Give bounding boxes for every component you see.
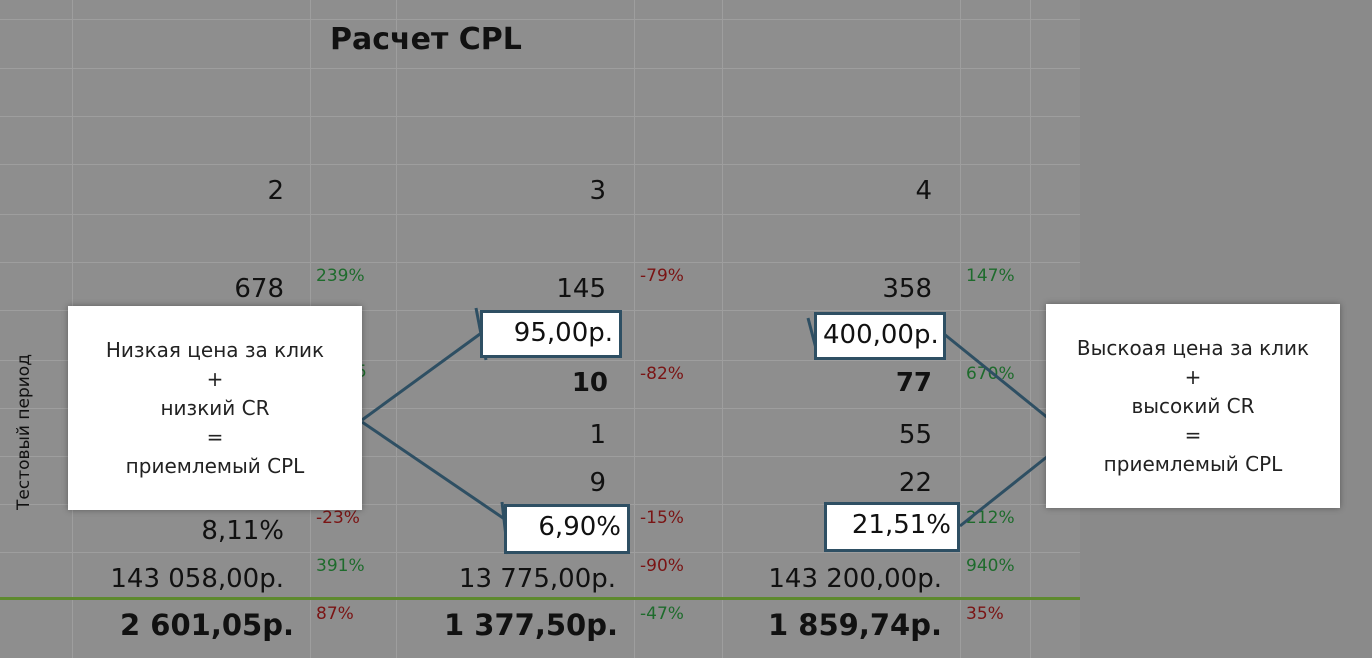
col3-clicks[interactable]: 10	[571, 368, 608, 398]
col3-cpl[interactable]: 1 377,50р.	[444, 608, 618, 642]
right-callout-line2: +	[1184, 364, 1202, 389]
col2-cpl[interactable]: 2 601,05р.	[120, 608, 294, 642]
col3-cpl-pct[interactable]: -47%	[640, 604, 684, 624]
col4-cost[interactable]: 143 200,00р.	[768, 564, 942, 594]
col2-cr-pct[interactable]: -23%	[316, 508, 360, 528]
col4-cpl-pct[interactable]: 35%	[966, 604, 1004, 624]
col3-row-a[interactable]: 1	[589, 420, 606, 450]
col4-row-b[interactable]: 22	[898, 468, 932, 498]
col3-cr-highlight[interactable]: 6,90%	[504, 504, 630, 554]
right-callout-line1: Выскоая цена за клик	[1076, 335, 1310, 360]
col3-cost-pct[interactable]: -90%	[640, 556, 684, 576]
total-divider	[0, 597, 1080, 600]
col4-row-a[interactable]: 55	[898, 420, 932, 450]
col2-cr[interactable]: 8,11%	[201, 516, 284, 546]
col4-cr-highlight[interactable]: 21,51%	[824, 502, 960, 552]
col3-impressions-pct[interactable]: -79%	[640, 266, 684, 286]
col4-clicks[interactable]: 77	[895, 368, 932, 398]
sheet-title: Расчет CPL	[330, 22, 522, 57]
col3-clicks-pct[interactable]: -82%	[640, 364, 684, 384]
left-callout-line5: приемлемый CPL	[125, 453, 305, 478]
col4-impressions-pct[interactable]: 147%	[966, 266, 1015, 286]
right-callout-line4: =	[1184, 422, 1202, 447]
col4-cpc-highlight[interactable]: 400,00р.	[814, 312, 946, 360]
left-callout-line3: низкий CR	[160, 395, 270, 420]
col4-impressions[interactable]: 358	[882, 274, 932, 304]
col3-cpc-highlight[interactable]: 95,00р.	[480, 310, 622, 358]
right-callout-line5: приемлемый CPL	[1103, 451, 1283, 476]
col2-cpl-pct[interactable]: 87%	[316, 604, 354, 624]
col2-cost[interactable]: 143 058,00р.	[110, 564, 284, 594]
col4-number[interactable]: 4	[915, 176, 932, 206]
col2-impressions-pct[interactable]: 239%	[316, 266, 365, 286]
col3-cost[interactable]: 13 775,00р.	[458, 564, 616, 594]
left-callout-line4: =	[206, 424, 224, 449]
col3-number[interactable]: 3	[589, 176, 606, 206]
col3-impressions[interactable]: 145	[556, 274, 606, 304]
col4-clicks-pct[interactable]: 670%	[966, 364, 1015, 384]
col3-row-b[interactable]: 9	[589, 468, 606, 498]
col2-impressions[interactable]: 678	[234, 274, 284, 304]
col4-cost-pct[interactable]: 940%	[966, 556, 1015, 576]
col2-number[interactable]: 2	[267, 176, 284, 206]
col4-cpl[interactable]: 1 859,74р.	[768, 608, 942, 642]
left-callout: Низкая цена за клик + низкий CR = приемл…	[68, 306, 362, 510]
right-callout-line3: высокий CR	[1131, 393, 1255, 418]
right-callout: Выскоая цена за клик + высокий CR = прие…	[1046, 304, 1340, 508]
col3-cr-pct[interactable]: -15%	[640, 508, 684, 528]
left-callout-line2: +	[206, 366, 224, 391]
col2-cost-pct[interactable]: 391%	[316, 556, 365, 576]
left-callout-line1: Низкая цена за клик	[105, 337, 325, 362]
